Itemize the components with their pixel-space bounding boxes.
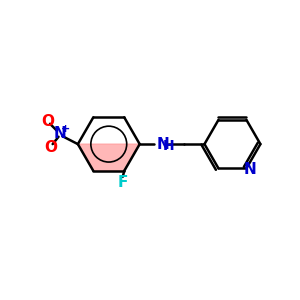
Text: O: O	[45, 140, 58, 154]
Text: O: O	[41, 114, 54, 129]
Text: N: N	[54, 126, 66, 141]
Polygon shape	[78, 144, 140, 171]
Text: N: N	[157, 136, 169, 152]
Text: N: N	[244, 162, 256, 177]
Text: F: F	[118, 175, 128, 190]
Text: H: H	[163, 140, 175, 154]
Text: +: +	[61, 124, 70, 134]
